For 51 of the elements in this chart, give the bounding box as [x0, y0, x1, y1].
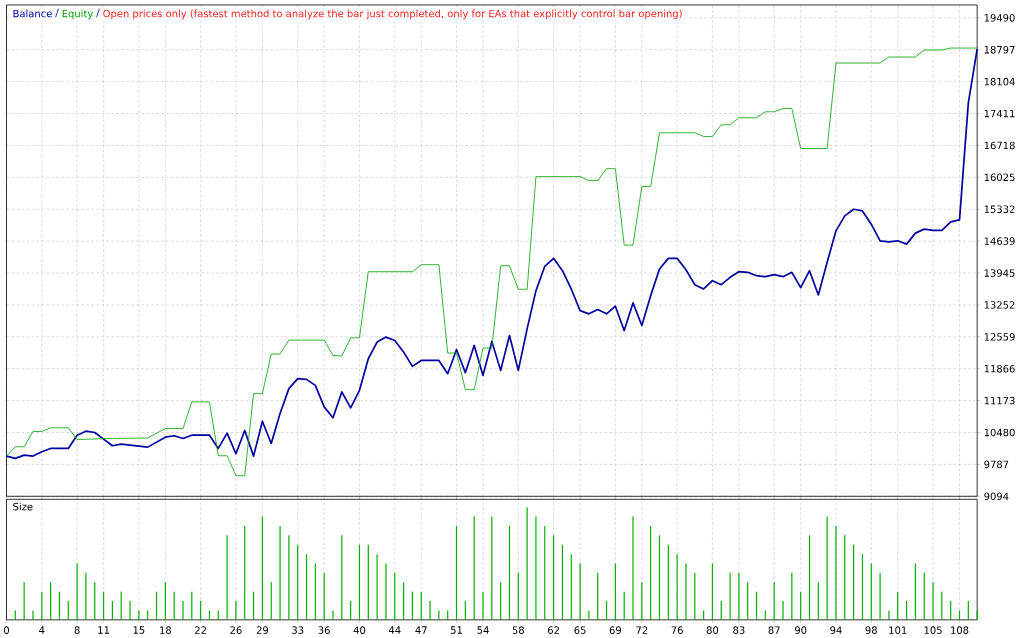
x-tick-label: 33: [292, 626, 304, 634]
x-tick-label: 18: [160, 626, 171, 634]
x-tick-label: 90: [794, 626, 807, 634]
x-tick-label: 51: [450, 626, 462, 634]
y-tick-label: 18104: [984, 77, 1015, 86]
x-tick-label: 26: [230, 626, 242, 634]
y-tick-label: 13252: [984, 301, 1015, 309]
x-tick-label: 87: [768, 626, 780, 634]
chart-title: Size: [13, 502, 33, 511]
x-tick-label: 40: [353, 626, 366, 634]
x-tick-label: 11: [98, 626, 109, 634]
y-tick-label: 15332: [984, 205, 1015, 214]
x-tick-label: 15: [133, 626, 145, 634]
x-tick-label: 29: [256, 626, 269, 634]
x-tick-label: 72: [636, 626, 648, 634]
text: Balance: [13, 9, 52, 18]
x-tick-label: 94: [830, 626, 842, 634]
y-tick-label: 19490: [984, 14, 1015, 22]
y-tick-label: 18797: [984, 46, 1015, 54]
x-tick-label: 36: [318, 626, 330, 634]
x-tick-label: 101: [889, 626, 907, 634]
x-tick-label: 80: [706, 626, 719, 634]
x-tick-label: 54: [477, 626, 489, 634]
x-tick-label: 69: [609, 626, 622, 634]
x-tick-label: 47: [415, 626, 427, 634]
x-tick-label: 44: [388, 626, 401, 634]
x-tick-label: 62: [547, 626, 559, 634]
x-tick-label: 4: [39, 626, 45, 634]
y-tick-label: 12559: [984, 333, 1015, 341]
y-tick-label: 16025: [984, 173, 1015, 182]
y-tick-label: 10480: [984, 428, 1015, 437]
x-tick-label: 98: [865, 626, 877, 634]
x-tick-label: 76: [671, 626, 683, 634]
x-tick-label: 22: [195, 626, 206, 634]
text: Equity: [62, 9, 93, 20]
y-tick-label: 11173: [984, 396, 1015, 405]
x-tick-label: 105: [924, 626, 942, 634]
x-tick-label: 108: [951, 626, 969, 634]
x-tick-label: 8: [74, 626, 80, 634]
y-tick-label: 11866: [984, 365, 1015, 373]
x-tick-label: 65: [574, 626, 586, 634]
y-tick-label: 13945: [984, 269, 1015, 277]
y-tick-label: 9094: [984, 492, 1009, 501]
chart-subtitle: Open prices only (fastest method to analyze the bar just completed, only for EAs that explicitly control bar opening): [103, 9, 682, 20]
y-tick-label: 9787: [984, 460, 1009, 469]
x-tick-label: 0: [3, 626, 10, 634]
y-tick-label: 14639: [984, 237, 1015, 245]
x-tick-label: 83: [733, 626, 745, 634]
x-tick-label: 58: [512, 626, 524, 634]
y-tick-label: 17411: [984, 110, 1015, 118]
y-tick-label: 16718: [984, 141, 1015, 150]
